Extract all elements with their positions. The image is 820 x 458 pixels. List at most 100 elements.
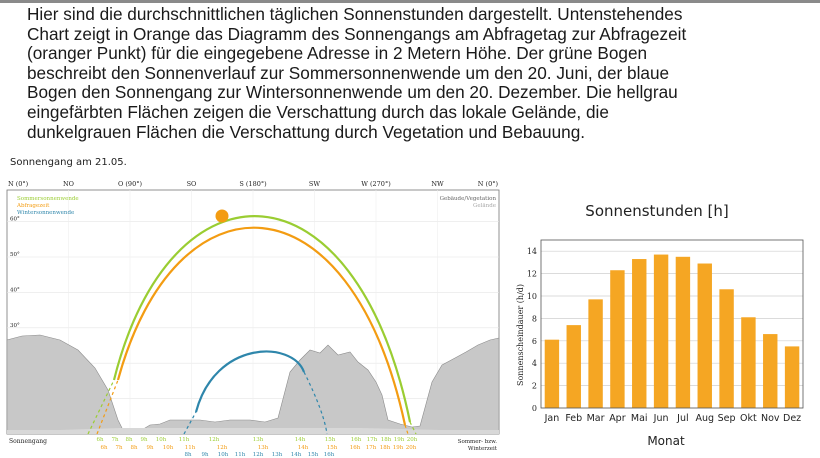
bar-chart-title: Sonnenstunden [h] (585, 202, 728, 220)
bar-x-tick-label: Feb (565, 413, 582, 424)
compass-label: S (180°) (239, 180, 267, 188)
winter-hour-label: 14h (291, 452, 302, 458)
bar-apr (610, 270, 625, 408)
bar-jul (675, 256, 691, 408)
summer-hour-label: 13h (253, 437, 264, 443)
winter-solstice-arc-dashed (183, 371, 328, 435)
bar-okt (741, 317, 756, 408)
compass-label: N (0°) (478, 180, 499, 188)
bar-x-tick-label: Aug (695, 413, 714, 424)
bar-aug (697, 263, 712, 408)
elevation-tick-label: 30° (10, 323, 20, 329)
bar-y-tick-label: 8 (532, 314, 537, 323)
query-hour-label: 14h (298, 445, 309, 451)
bar-mai (632, 259, 647, 408)
compass-label: NO (63, 180, 74, 188)
bar-y-tick-label: 4 (532, 359, 537, 368)
bar-x-tick-label: Jan (544, 413, 560, 424)
query-hour-label: 7h (115, 445, 122, 451)
summer-hour-label: 11h (179, 437, 190, 443)
bar-y-tick-label: 12 (527, 270, 537, 279)
query-hour-label: 12h (217, 445, 228, 451)
winter-hour-label: 11h (235, 452, 246, 458)
bar-mar (588, 299, 603, 408)
query-hour-label: 19h (393, 445, 404, 451)
bar-jan (544, 339, 560, 408)
query-hour-label: 6h (100, 445, 107, 451)
sun-legend-entry: Abfragezeit (16, 203, 50, 209)
summer-hour-label: 20h (407, 437, 418, 443)
compass-label: SO (187, 180, 197, 188)
bar-y-tick-label: 2 (532, 382, 537, 391)
terrain-legend-entry: Gebäude/Vegetation (440, 196, 497, 202)
query-hour-label: 10h (163, 445, 174, 451)
query-hour-label: 18h (380, 445, 391, 451)
bar-x-tick-label: Jul (676, 413, 688, 424)
bar-chart-x-label: Monat (647, 434, 685, 448)
top-divider (0, 0, 820, 3)
query-time-marker (215, 209, 229, 223)
winter-solstice-arc (194, 350, 306, 413)
winter-hour-label: 10h (218, 452, 229, 458)
bar-y-tick-label: 14 (527, 247, 537, 256)
query-hour-label: 9h (146, 445, 153, 451)
bar-x-tick-label: Apr (609, 413, 626, 424)
bar-y-tick-label: 10 (527, 292, 537, 301)
summer-hour-label: 7h (111, 437, 118, 443)
summer-hour-label: 15h (325, 437, 336, 443)
summer-hour-label: 10h (156, 437, 167, 443)
intro-line: dunkelgrauen Flächen die Verschattung du… (27, 121, 586, 142)
summer-hour-label: 6h (96, 437, 103, 443)
bar-sep (719, 289, 734, 408)
winter-hour-label: 16h (324, 452, 335, 458)
summer-hour-label: 12h (209, 437, 220, 443)
compass-label: NW (431, 180, 444, 188)
bar-y-tick-label: 6 (532, 337, 537, 346)
intro-line: beschreibt den Sonnenverlauf zur Sommers… (27, 62, 670, 83)
intro-line: Bogen den Sonnengang zur Wintersonnenwen… (27, 82, 678, 103)
compass-label: SW (309, 180, 320, 188)
terrain-legend-entry: Gelände (473, 203, 496, 209)
bar-x-tick-label: Sep (718, 413, 736, 424)
intro-line: Chart zeigt in Orange das Diagramm des S… (27, 23, 687, 44)
sun-chart-title: Sonnengang am 21.05. (10, 157, 127, 168)
elevation-tick-label: 60° (10, 217, 20, 223)
summer-hour-label: 9h (140, 437, 147, 443)
summer-hour-label: 17h (367, 437, 378, 443)
time-mode-label: Winterzeit (468, 446, 498, 452)
sunshine-bar-chart: Sonnenstunden [h] Sonnenscheindauer (h/d… (516, 202, 804, 448)
sun-legend-entry: Sommersonnenwende (17, 196, 79, 202)
bar-x-tick-label: Okt (740, 413, 757, 424)
winter-hour-label: 8h (184, 452, 191, 458)
summer-hour-label: 19h (394, 437, 405, 443)
terrain-shading (6, 334, 500, 435)
bar-jun (653, 254, 669, 408)
bar-chart-y-label: Sonnenscheindauer (h/d) (516, 284, 525, 386)
time-mode-label: Sommer- bzw. (458, 439, 497, 445)
compass-label: O (90°) (118, 180, 142, 188)
query-hour-label: 15h (327, 445, 338, 451)
query-day-arc-dashed (96, 379, 409, 435)
intro-line: eingefärbten Flächen zeigen die Verschat… (27, 101, 609, 122)
query-hour-label: 16h (350, 445, 361, 451)
bar-dez (784, 346, 800, 408)
bar-x-tick-label: Mai (631, 413, 648, 424)
compass-label: W (270°) (361, 180, 391, 188)
intro-line: (oranger Punkt) für die eingegebene Adre… (27, 43, 648, 64)
winter-hour-label: 13h (272, 452, 283, 458)
bar-y-tick-label: 0 (532, 404, 537, 413)
sun-legend-entry: Wintersonnenwende (17, 210, 74, 216)
bar-chart-frame (540, 239, 804, 409)
winter-hour-label: 12h (253, 452, 264, 458)
bar-x-tick-label: Mar (587, 413, 605, 424)
intro-line: Hier sind die durchschnittlichen täglich… (27, 4, 683, 24)
winter-hour-label: 9h (201, 452, 208, 458)
vegetation-shading (7, 428, 499, 434)
sun-path-bottom-label: Sonnengang (9, 438, 47, 445)
summer-hour-label: 18h (381, 437, 392, 443)
bar-x-tick-label: Nov (761, 413, 780, 424)
sun-path-chart: N (0°) NO O (90°) SO S (180°) SW W (270°) NW N (… (6, 180, 500, 458)
summer-solstice-arc (112, 215, 412, 423)
query-hour-label: 20h (406, 445, 417, 451)
summer-hour-label: 16h (351, 437, 362, 443)
